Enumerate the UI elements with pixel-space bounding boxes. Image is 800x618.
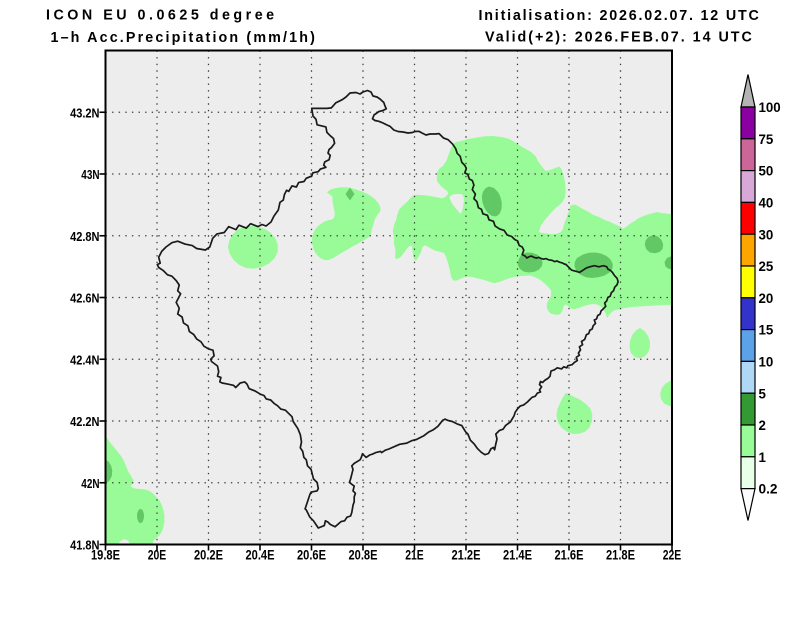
svg-text:Initialisation: 2026.02.07. 12: Initialisation: 2026.02.07. 12 UTC <box>479 8 761 24</box>
svg-text:1: 1 <box>759 450 767 466</box>
svg-text:0.2: 0.2 <box>759 482 778 498</box>
svg-text:20.2E: 20.2E <box>194 547 223 563</box>
svg-text:20.8E: 20.8E <box>349 547 378 563</box>
svg-text:22E: 22E <box>663 547 682 563</box>
svg-text:41.8N: 41.8N <box>70 538 99 553</box>
svg-text:75: 75 <box>759 132 774 148</box>
svg-text:100: 100 <box>759 100 781 116</box>
svg-text:15: 15 <box>759 323 774 339</box>
svg-text:20E: 20E <box>148 547 167 563</box>
svg-text:42N: 42N <box>81 476 99 491</box>
svg-text:42.6N: 42.6N <box>70 291 99 306</box>
svg-text:25: 25 <box>759 259 774 275</box>
svg-text:20.6E: 20.6E <box>297 547 326 563</box>
svg-text:1–h Acc.Precipitation (mm/1h): 1–h Acc.Precipitation (mm/1h) <box>51 30 318 46</box>
svg-text:21E: 21E <box>405 547 424 563</box>
svg-text:Valid(+2): 2026.FEB.07. 14 UTC: Valid(+2): 2026.FEB.07. 14 UTC <box>485 30 754 46</box>
svg-text:42.4N: 42.4N <box>70 352 99 367</box>
svg-text:21.4E: 21.4E <box>503 547 532 563</box>
svg-text:20: 20 <box>759 291 774 307</box>
svg-text:19.8E: 19.8E <box>91 547 120 563</box>
svg-text:21.2E: 21.2E <box>452 547 481 563</box>
svg-text:21.8E: 21.8E <box>606 547 635 563</box>
svg-text:20.4E: 20.4E <box>246 547 275 563</box>
svg-text:ICON EU 0.0625 degree: ICON EU 0.0625 degree <box>46 8 278 24</box>
svg-text:43N: 43N <box>81 167 99 182</box>
svg-text:42.8N: 42.8N <box>70 229 99 244</box>
svg-text:2: 2 <box>759 418 767 434</box>
svg-text:10: 10 <box>759 355 774 371</box>
svg-text:43.2N: 43.2N <box>70 106 99 121</box>
svg-text:50: 50 <box>759 164 774 180</box>
svg-text:5: 5 <box>759 386 767 402</box>
svg-text:21.6E: 21.6E <box>555 547 584 563</box>
svg-text:30: 30 <box>759 227 774 243</box>
svg-text:40: 40 <box>759 196 774 212</box>
svg-text:42.2N: 42.2N <box>70 414 99 429</box>
